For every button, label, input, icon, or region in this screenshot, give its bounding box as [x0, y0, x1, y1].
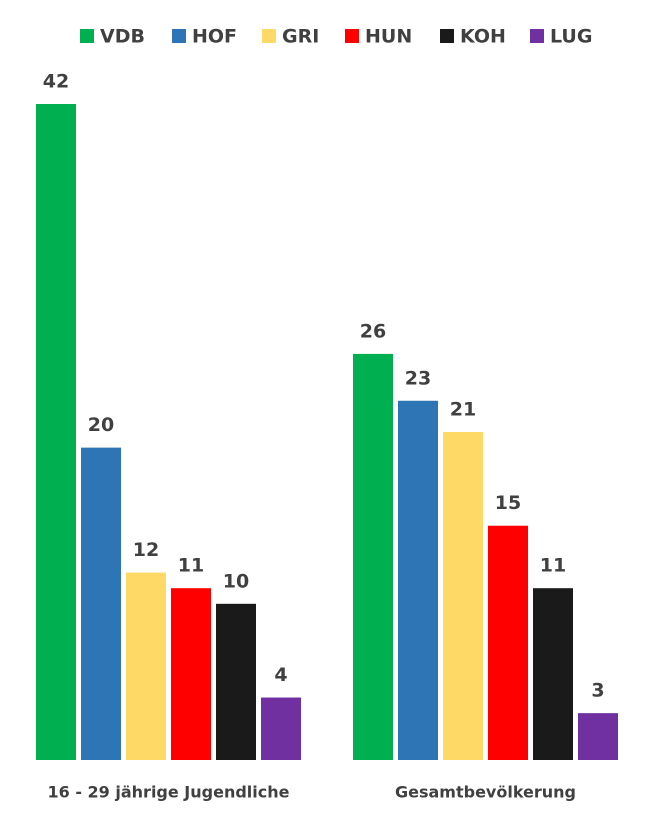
bar: [171, 588, 211, 760]
legend-swatch: [345, 29, 359, 43]
x-tick-label: Gesamtbevölkerung: [395, 783, 576, 802]
legend-label: VDB: [100, 26, 145, 48]
legend-swatch: [440, 29, 454, 43]
bar: [533, 588, 573, 760]
bar: [36, 104, 76, 760]
value-label: 4: [274, 664, 287, 686]
legend-label: HUN: [365, 26, 412, 48]
value-label: 15: [495, 492, 521, 514]
value-label: 10: [223, 570, 249, 592]
value-label: 21: [450, 399, 476, 421]
legend-label: LUG: [550, 26, 592, 48]
x-tick-label: 16 - 29 jährige Jugendliche: [48, 783, 290, 802]
value-label: 20: [88, 414, 114, 436]
value-label: 23: [405, 367, 431, 389]
bar: [261, 697, 301, 760]
bar: [398, 400, 438, 760]
value-label: 3: [591, 680, 604, 702]
bar: [353, 353, 393, 760]
value-label: 12: [133, 539, 159, 561]
bar: [216, 603, 256, 760]
legend-label: GRI: [282, 26, 319, 48]
value-label: 11: [540, 555, 566, 577]
bar: [488, 525, 528, 760]
bar: [578, 713, 618, 760]
legend-swatch: [172, 29, 186, 43]
bar: [126, 572, 166, 760]
legend-label: KOH: [460, 26, 506, 48]
value-label: 42: [43, 71, 69, 93]
value-label: 26: [360, 320, 386, 342]
legend-label: HOF: [192, 26, 237, 48]
bar: [81, 447, 121, 760]
legend-swatch: [80, 29, 94, 43]
value-label: 11: [178, 555, 204, 577]
legend-swatch: [530, 29, 544, 43]
legend-swatch: [262, 29, 276, 43]
bar: [443, 432, 483, 760]
